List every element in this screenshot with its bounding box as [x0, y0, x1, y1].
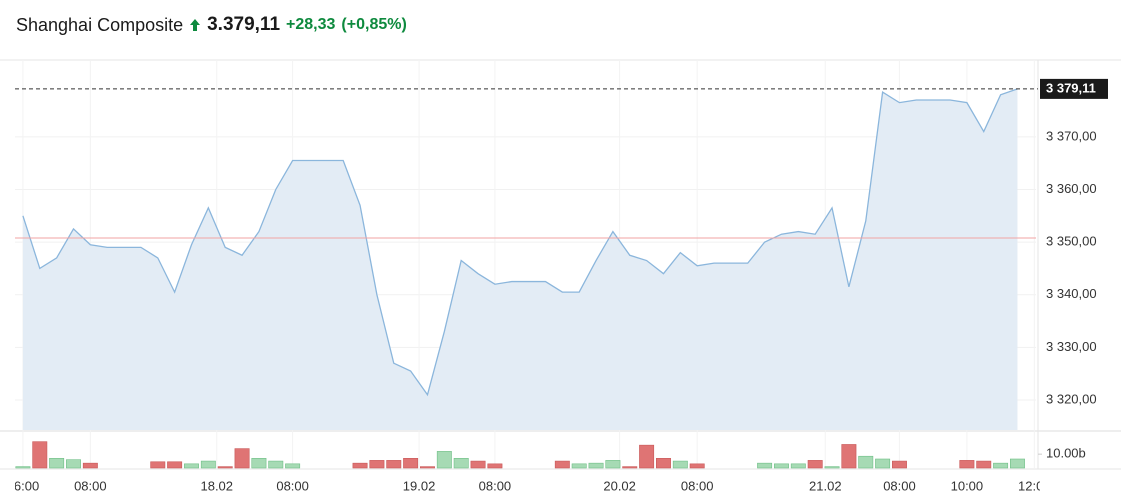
volume-bar — [268, 460, 284, 469]
volume-bar — [251, 458, 267, 469]
volume-bar — [82, 462, 98, 469]
x-tick-label: 08:00 — [681, 478, 714, 493]
volume-bar — [1009, 458, 1025, 469]
x-tick-label: 10:00 — [951, 478, 984, 493]
volume-bar — [234, 448, 250, 469]
x-tick-label: 20.02 — [603, 478, 636, 493]
volume-bar — [386, 460, 402, 469]
last-value-label: 3 379,11 — [1046, 80, 1096, 95]
volume-bar — [554, 460, 570, 469]
volume-bar — [470, 460, 486, 469]
volume-bar — [49, 458, 65, 469]
volume-bar — [420, 466, 435, 469]
volume-bar — [891, 460, 907, 469]
x-tick-label: 12:00 — [1018, 478, 1051, 493]
last-value-box — [1040, 78, 1108, 99]
x-tick-label: 21.02 — [809, 478, 842, 493]
volume-bar — [858, 455, 874, 469]
x-tick-label: 16:00 — [7, 478, 40, 493]
volume-bar — [875, 458, 891, 469]
volume-bar — [15, 466, 31, 469]
volume-bar — [689, 463, 705, 469]
volume-bar — [656, 458, 671, 469]
volume-bar — [285, 463, 301, 469]
x-tick-label: 08:00 — [479, 478, 512, 493]
change-percent: (+0,85%) — [341, 16, 407, 33]
price-line — [22, 88, 1018, 397]
volume-bar — [807, 460, 823, 469]
volume-bar — [672, 460, 688, 469]
volume-bar — [774, 463, 789, 469]
volume-bar — [571, 463, 587, 469]
x-tick-label: 18.02 — [200, 478, 233, 493]
volume-bar — [32, 441, 48, 469]
volume-bar — [453, 458, 469, 469]
volume-bar — [369, 460, 385, 469]
volume-bar — [824, 466, 840, 469]
volume-bar — [487, 463, 503, 469]
x-tick-label: 19.02 — [403, 478, 436, 493]
x-tick-label: 08:00 — [276, 478, 309, 493]
y-tick-label: 3 360,00 — [1046, 181, 1097, 196]
volume-bar — [993, 462, 1009, 469]
y-tick-label: 3 370,00 — [1046, 128, 1097, 143]
x-tick-label: 08:00 — [883, 478, 916, 493]
volume-bar — [757, 462, 773, 469]
volume-bar — [959, 460, 975, 469]
volume-bar — [167, 461, 183, 469]
x-tick-label: 08:00 — [74, 478, 107, 493]
instrument-title: Shanghai Composite — [16, 14, 184, 35]
volume-bar — [184, 463, 199, 469]
volume-bar — [150, 461, 166, 469]
y-tick-label: 3 320,00 — [1046, 391, 1097, 406]
volume-bar — [605, 460, 621, 469]
volume-bar — [200, 460, 216, 469]
volume-bar — [436, 451, 452, 469]
volume-bar — [976, 460, 992, 469]
volume-bar — [622, 466, 638, 469]
volume-bar — [841, 444, 857, 469]
y-tick-label: 3 330,00 — [1046, 339, 1097, 354]
volume-bar — [403, 458, 419, 469]
last-price: 3.379,11 — [207, 14, 281, 35]
volume-bar — [217, 466, 233, 469]
x-tick-labels: 16:00 08:00 18.02 08:00 19.02 08:00 20.02 08:00… — [7, 478, 1051, 493]
header: Shanghai Composite 3.379,11 +28,33 (+0,8… — [16, 14, 407, 36]
y-tick-label: 3 340,00 — [1046, 286, 1097, 301]
volume-bar — [352, 462, 368, 469]
up-arrow — [190, 19, 201, 31]
y-tick-label: 3 350,00 — [1046, 234, 1097, 249]
volume-bar — [639, 444, 655, 469]
volume-bar — [790, 463, 806, 469]
area-fill — [22, 88, 1018, 430]
volume-bar — [588, 462, 604, 469]
volume-bar — [66, 459, 81, 469]
change: +28,33 — [286, 16, 336, 33]
volume-tick-label: 10.00b — [1046, 446, 1086, 461]
